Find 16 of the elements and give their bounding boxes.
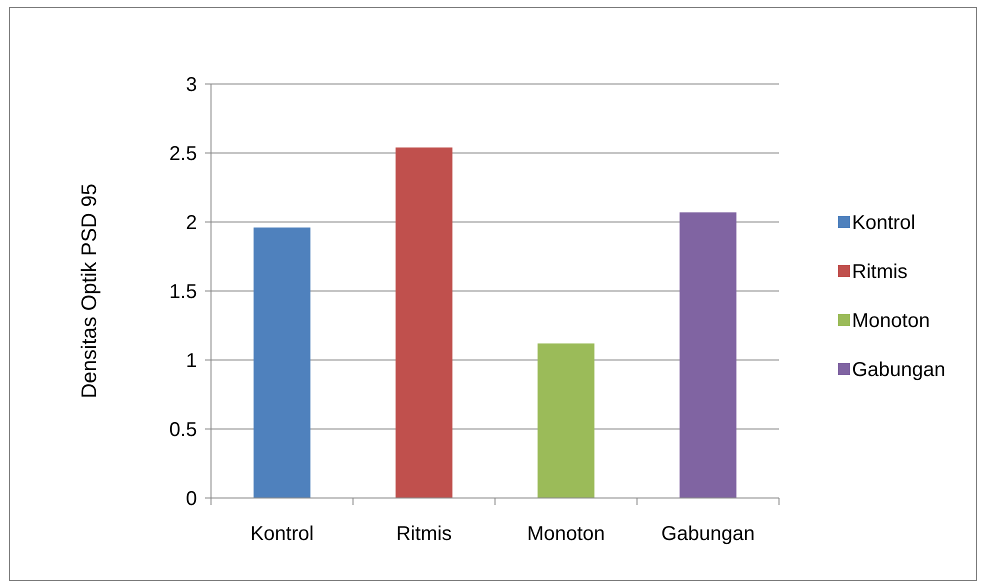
- y-tick-label: 0.5: [169, 419, 197, 441]
- y-tick-label: 0: [186, 488, 197, 510]
- y-tick-label: 2: [186, 212, 197, 234]
- x-tick-label: Ritmis: [396, 523, 452, 545]
- legend-label: Monoton: [852, 310, 930, 332]
- legend-label: Gabungan: [852, 359, 946, 381]
- x-tick-label: Kontrol: [250, 523, 314, 545]
- legend-label: Ritmis: [852, 261, 908, 283]
- x-tick-label: Gabungan: [661, 523, 755, 545]
- y-tick-label: 1.5: [169, 281, 197, 303]
- y-tick-label: 2.5: [169, 143, 197, 165]
- y-tick-label: 1: [186, 350, 197, 372]
- legend-label: Kontrol: [852, 212, 916, 234]
- x-tick-label: Monoton: [527, 523, 605, 545]
- y-tick-label: 3: [186, 74, 197, 96]
- y-axis-title: Densitas Optik PSD 95: [78, 184, 101, 398]
